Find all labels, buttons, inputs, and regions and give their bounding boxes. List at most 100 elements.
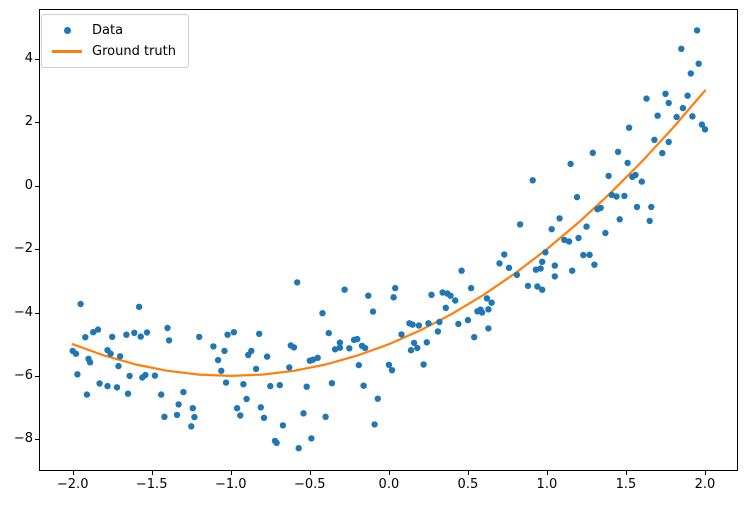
data-point [325,329,332,337]
data-point [583,223,590,230]
data-point [575,234,582,242]
data-point [687,70,694,77]
data-point [290,344,298,351]
legend: Data Ground truth [41,14,189,68]
y-tick-label: −4 [13,304,33,320]
data-point [273,439,280,446]
legend-label-ground-truth: Ground truth [92,44,176,59]
plot-area [39,9,738,471]
data-point [252,365,260,373]
data-point [648,203,655,211]
data-point [455,320,462,328]
data-point [388,367,396,374]
data-point [616,216,623,223]
data-point [485,306,492,313]
data-point [218,367,225,374]
data-point [86,359,94,366]
y-axis-tick [35,249,39,251]
legend-marker-cell [42,27,92,34]
data-point [248,347,255,355]
data-point [684,92,691,99]
data-point [534,283,541,290]
data-point [665,138,672,146]
x-tick-label: 1.5 [615,477,637,492]
data-point [180,388,187,396]
x-axis-tick [72,471,74,475]
data-point [314,354,321,361]
data-point [556,215,563,222]
data-point [632,171,639,179]
data-point [214,356,222,364]
data-point [452,297,459,304]
data-point [625,124,633,131]
data-point [360,382,367,389]
data-point [586,251,593,258]
data-point [82,334,89,341]
data-point [569,267,576,274]
data-point [365,292,372,299]
data-point [602,229,609,237]
data-point [260,414,268,421]
y-tick-label: −6 [13,367,33,383]
data-point [286,364,293,371]
data-point [233,405,241,412]
data-point [458,267,465,274]
x-axis-tick [151,471,153,475]
x-tick-label: 0.5 [457,477,479,492]
data-point [513,271,521,278]
data-point [414,344,421,352]
x-axis-tick [230,471,232,475]
data-point [341,286,348,293]
data-point [83,391,91,398]
legend-marker-cell [42,50,92,53]
data-point [695,60,702,67]
x-tick-label: 1.0 [536,477,558,492]
legend-item-ground-truth: Ground truth [42,41,176,62]
data-point [188,423,195,430]
data-point [529,177,536,184]
data-point [415,322,423,329]
data-point [300,410,307,417]
x-axis-tick [309,471,311,475]
data-point [420,361,427,368]
data-point [336,344,344,351]
data-point [442,304,449,311]
data-point [322,413,329,420]
data-point [665,99,672,107]
data-point [161,413,168,420]
data-point [77,300,84,308]
data-point [516,221,524,228]
data-point [142,371,149,379]
data-point [434,328,442,335]
data-point [369,308,377,315]
data-marker-dot-icon [63,27,71,34]
data-point [113,384,121,391]
data-point [256,330,263,337]
data-point [447,292,454,299]
data-point [295,445,302,452]
data-point [263,353,271,360]
data-point [698,121,706,128]
data-point [107,350,114,357]
data-point [678,45,685,52]
y-tick-label: 0 [24,177,33,193]
x-tick-label: 2.0 [694,477,716,492]
data-point [374,395,381,402]
data-point [548,226,555,233]
data-point [567,160,574,168]
data-point [524,282,532,290]
data-point [165,337,173,344]
data-point [651,136,658,143]
data-point [294,279,301,286]
data-point [131,329,138,336]
x-tick-label: −0.5 [294,477,326,492]
data-point [428,291,435,298]
y-tick-label: 2 [24,114,33,130]
data-point [505,264,513,271]
legend-item-data: Data [42,20,176,41]
data-point [551,262,558,269]
data-point [539,286,546,293]
data-point [594,206,601,213]
data-point [308,435,315,442]
data-point [613,193,620,200]
